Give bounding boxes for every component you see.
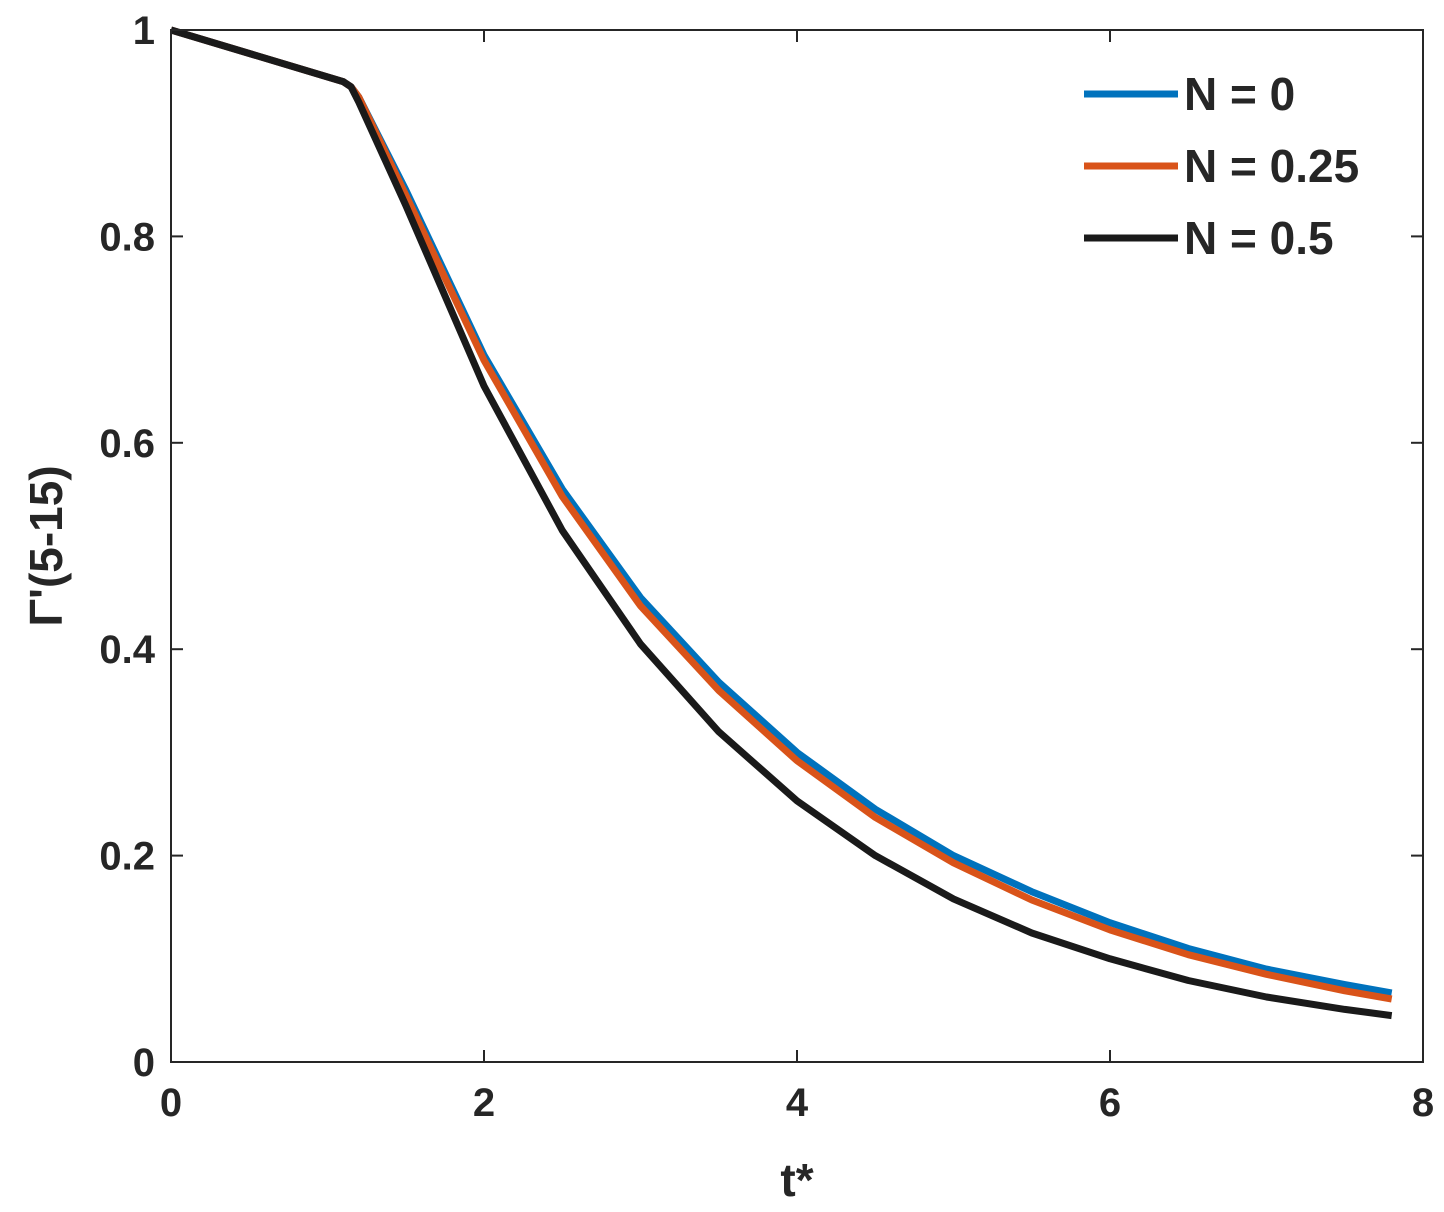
x-tick-label: 8 bbox=[1412, 1081, 1434, 1125]
y-tick-label: 0.2 bbox=[99, 835, 155, 879]
plot-background bbox=[171, 30, 1423, 1062]
x-tick-label: 2 bbox=[473, 1081, 495, 1125]
legend: N = 0 N = 0.25 N = 0.5 bbox=[1084, 68, 1359, 264]
y-tick-label: 0.4 bbox=[99, 628, 155, 672]
x-tick-label: 6 bbox=[1099, 1081, 1121, 1125]
y-tick-label: 0.6 bbox=[99, 422, 155, 466]
x-tick-label: 0 bbox=[160, 1081, 182, 1125]
y-tick-label: 1 bbox=[133, 9, 155, 53]
y-tick-label: 0.8 bbox=[99, 215, 155, 259]
legend-label-0: N = 0 bbox=[1184, 68, 1295, 120]
plot-area: 0 2 4 6 8 0 0.2 0.4 0.6 0.8 1 bbox=[99, 9, 1434, 1125]
legend-label-1: N = 0.25 bbox=[1184, 140, 1359, 192]
y-tick-label: 0 bbox=[133, 1041, 155, 1085]
tick-layer: 0 2 4 6 8 0 0.2 0.4 0.6 0.8 1 bbox=[99, 9, 1434, 1125]
x-axis-title: t* bbox=[780, 1154, 813, 1206]
series-line-2 bbox=[169, 26, 1393, 1020]
x-tick-label: 4 bbox=[786, 1081, 809, 1125]
legend-label-2: N = 0.5 bbox=[1184, 212, 1334, 264]
y-axis-title: Γ'(5-15) bbox=[20, 465, 72, 626]
series-layer bbox=[169, 26, 1393, 1020]
